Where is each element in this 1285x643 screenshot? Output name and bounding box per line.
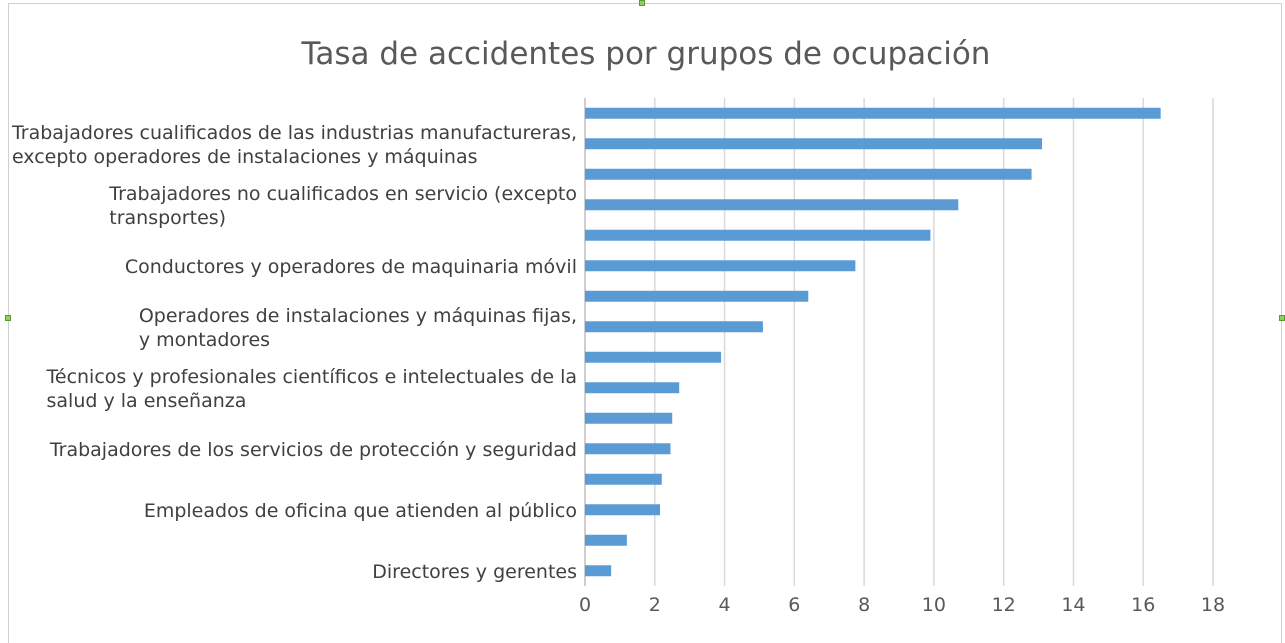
- bar: [585, 412, 673, 424]
- category-label: Conductores y operadores de maquinaria m…: [125, 256, 577, 278]
- x-tick-label: 12: [992, 594, 1016, 616]
- bar: [585, 504, 661, 516]
- bar: [585, 473, 662, 485]
- bar: [585, 199, 959, 211]
- x-tick-label: 4: [719, 594, 731, 616]
- x-tick-labels: 0 2 4 6 8 10 12 14 16 18: [579, 594, 1225, 616]
- category-label-line: excepto operadores de instalaciones y má…: [12, 146, 478, 168]
- category-label-line: Conductores y operadores de maquinaria m…: [125, 256, 577, 278]
- bar: [585, 290, 809, 302]
- category-label-line: Empleados de oficina que atienden al púb…: [144, 500, 577, 522]
- x-tick-label: 8: [858, 594, 870, 616]
- bar: [585, 565, 612, 577]
- chart-title: Tasa de accidentes por grupos de ocupaci…: [301, 36, 991, 72]
- x-tick-label: 2: [649, 594, 661, 616]
- bar: [585, 229, 931, 241]
- x-tick-label: 18: [1201, 594, 1225, 616]
- category-label-line: Directores y gerentes: [372, 561, 577, 583]
- category-label: Directores y gerentes: [372, 561, 577, 583]
- resize-handle-top[interactable]: [639, 0, 645, 6]
- resize-handle-left[interactable]: [5, 315, 11, 321]
- chart: Tasa de accidentes por grupos de ocupaci…: [11, 36, 1225, 616]
- category-label-line: Trabajadores cualificados de las industr…: [11, 122, 577, 144]
- bar: [585, 321, 763, 333]
- x-tick-label: 0: [579, 594, 591, 616]
- bar: [585, 443, 671, 455]
- bar: [585, 168, 1032, 180]
- x-tick-label: 6: [788, 594, 800, 616]
- category-label: Técnicos y profesionales científicos e i…: [46, 366, 578, 412]
- x-tick-label: 16: [1131, 594, 1155, 616]
- category-label-line: transportes): [109, 207, 226, 229]
- category-label: Trabajadores cualificados de las industr…: [11, 122, 577, 168]
- bars: [585, 107, 1161, 577]
- bar: [585, 382, 680, 394]
- bar: [585, 107, 1161, 119]
- x-tick-label: 14: [1061, 594, 1085, 616]
- category-label-line: Trabajadores de los servicios de protecc…: [49, 439, 577, 461]
- category-label-line: Trabajadores no cualificados en servicio…: [108, 183, 577, 205]
- category-label: Trabajadores de los servicios de protecc…: [49, 439, 577, 461]
- x-tick-label: 10: [922, 594, 946, 616]
- category-label-line: y montadores: [139, 329, 270, 351]
- category-label: Empleados de oficina que atienden al púb…: [144, 500, 577, 522]
- category-label-line: salud y la enseñanza: [47, 390, 247, 412]
- category-label: Operadores de instalaciones y máquinas f…: [139, 305, 577, 351]
- bar: [585, 351, 722, 363]
- category-label: Trabajadores no cualificados en servicio…: [108, 183, 577, 229]
- bar: [585, 138, 1043, 150]
- category-label-line: Operadores de instalaciones y máquinas f…: [139, 305, 577, 327]
- bar: [585, 534, 627, 546]
- category-labels: Trabajadores cualificados de las industr…: [11, 122, 577, 583]
- category-label-line: Técnicos y profesionales científicos e i…: [46, 366, 578, 388]
- bar: [585, 260, 856, 272]
